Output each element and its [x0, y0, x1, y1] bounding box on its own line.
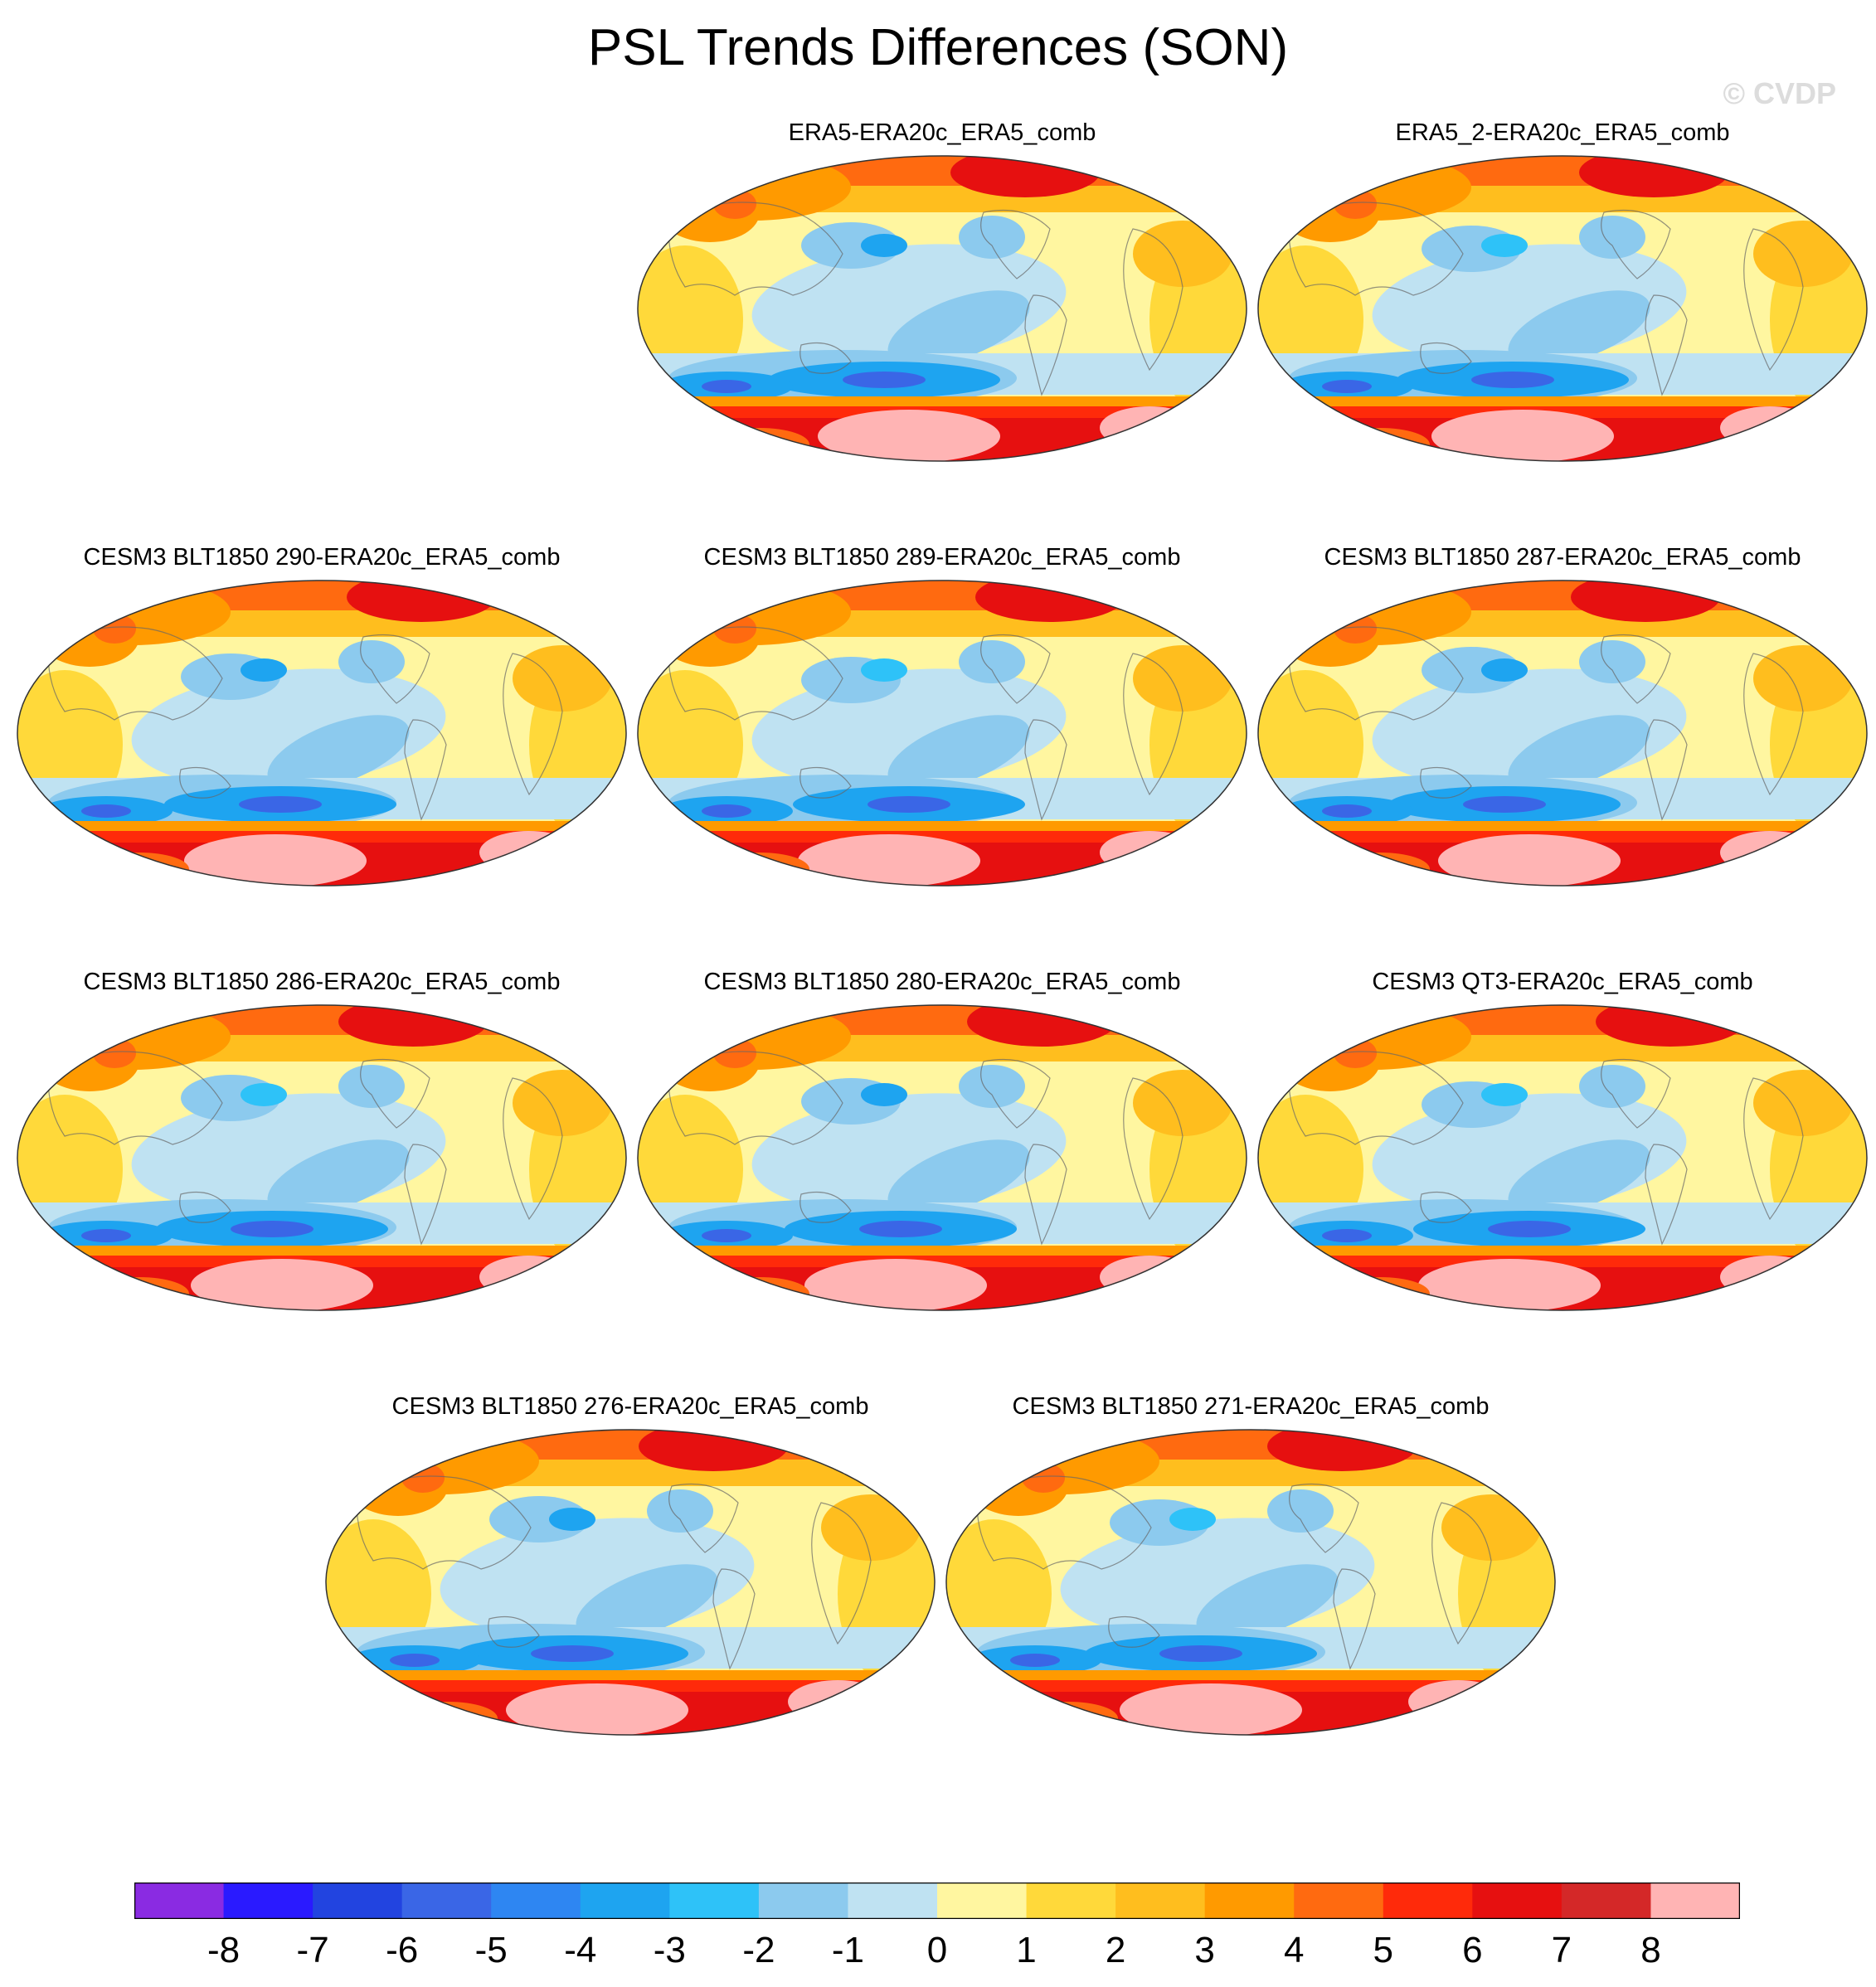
figure-title: PSL Trends Differences (SON) [587, 19, 1289, 76]
map-panel: CESM3 BLT1850 287-ERA20c_ERA5_comb [1256, 542, 1869, 965]
map-panel: CESM3 BLT1850 289-ERA20c_ERA5_comb [635, 542, 1249, 965]
colorbar-tick-label: -6 [386, 1930, 419, 1970]
map-plot [945, 1429, 1556, 1736]
colorbar-swatch [669, 1883, 760, 1919]
colorbar-tick-label: 5 [1373, 1930, 1394, 1970]
map-plot [637, 580, 1247, 887]
colorbar-swatch [401, 1883, 492, 1919]
map-plot [17, 580, 627, 887]
map-panel: ERA5-ERA20c_ERA5_comb [635, 118, 1249, 541]
panel-title: ERA5_2-ERA20c_ERA5_comb [1395, 119, 1730, 146]
colorbar-tick-label: 7 [1551, 1930, 1572, 1970]
colorbar-tick-label: -5 [474, 1930, 508, 1970]
colorbar-swatch [1204, 1883, 1295, 1919]
colorbar-swatch [758, 1883, 848, 1919]
colorbar [134, 1883, 1740, 1919]
colorbar-swatch [491, 1883, 581, 1919]
colorbar-tick-label: -3 [653, 1930, 686, 1970]
panel-title: CESM3 BLT1850 271-ERA20c_ERA5_comb [1012, 1393, 1490, 1420]
colorbar-swatch [1383, 1883, 1473, 1919]
colorbar-swatch [1650, 1883, 1740, 1919]
colorbar-tick-label: -1 [831, 1930, 864, 1970]
panel-title: CESM3 QT3-ERA20c_ERA5_comb [1372, 969, 1753, 995]
map-plot [1257, 1004, 1868, 1311]
colorbar-swatch [1472, 1883, 1563, 1919]
map-panel: CESM3 BLT1850 276-ERA20c_ERA5_comb [323, 1392, 937, 1815]
map-plot [637, 1004, 1247, 1311]
colorbar-tick-label: 8 [1640, 1930, 1661, 1970]
map-panel: CESM3 BLT1850 271-ERA20c_ERA5_comb [944, 1392, 1558, 1815]
watermark: © CVDP [1723, 76, 1836, 110]
colorbar-swatch [223, 1883, 313, 1919]
panel-title: CESM3 BLT1850 289-ERA20c_ERA5_comb [703, 544, 1181, 571]
map-panel: CESM3 BLT1850 286-ERA20c_ERA5_comb [15, 967, 629, 1390]
map-panel: ERA5_2-ERA20c_ERA5_comb [1256, 118, 1869, 541]
map-plot [17, 1004, 627, 1311]
colorbar-tick-label: 6 [1462, 1930, 1483, 1970]
colorbar-swatch [134, 1883, 225, 1919]
colorbar-swatch [848, 1883, 938, 1919]
colorbar-tick-label: 4 [1283, 1930, 1305, 1970]
map-panel: CESM3 BLT1850 290-ERA20c_ERA5_comb [15, 542, 629, 965]
panel-title: CESM3 BLT1850 286-ERA20c_ERA5_comb [83, 969, 561, 995]
panel-title: CESM3 BLT1850 276-ERA20c_ERA5_comb [391, 1393, 869, 1420]
colorbar-swatch [937, 1883, 1028, 1919]
colorbar-swatch [1561, 1883, 1651, 1919]
colorbar-tick-label: 1 [1016, 1930, 1037, 1970]
panel-title: CESM3 BLT1850 287-ERA20c_ERA5_comb [1324, 544, 1801, 571]
colorbar-tick-label: -7 [296, 1930, 329, 1970]
colorbar-tick-label: 2 [1105, 1930, 1126, 1970]
colorbar-swatch [313, 1883, 403, 1919]
panel-title: CESM3 BLT1850 280-ERA20c_ERA5_comb [703, 969, 1181, 995]
colorbar-tick-label: -8 [207, 1930, 241, 1970]
colorbar-tick-label: -4 [564, 1930, 597, 1970]
colorbar-tick-label: 0 [926, 1930, 948, 1970]
panel-title: CESM3 BLT1850 290-ERA20c_ERA5_comb [83, 544, 561, 571]
map-plot [1257, 580, 1868, 887]
colorbar-swatch [1115, 1883, 1206, 1919]
colorbar-tick-label: -2 [742, 1930, 775, 1970]
map-panel: CESM3 QT3-ERA20c_ERA5_comb [1256, 967, 1869, 1390]
colorbar-swatch [1294, 1883, 1384, 1919]
map-panel: CESM3 BLT1850 280-ERA20c_ERA5_comb [635, 967, 1249, 1390]
map-plot [1257, 155, 1868, 462]
colorbar-swatch [580, 1883, 670, 1919]
colorbar-labels: -8 -7 -6 -5 -4 -3 -2 -1 0 1 2 3 4 5 6 7 8 [0, 1927, 1876, 1977]
colorbar-tick-label: 3 [1194, 1930, 1215, 1970]
map-plot [637, 155, 1247, 462]
colorbar-swatch [1026, 1883, 1116, 1919]
map-plot [325, 1429, 936, 1736]
panel-title: ERA5-ERA20c_ERA5_comb [788, 119, 1096, 146]
